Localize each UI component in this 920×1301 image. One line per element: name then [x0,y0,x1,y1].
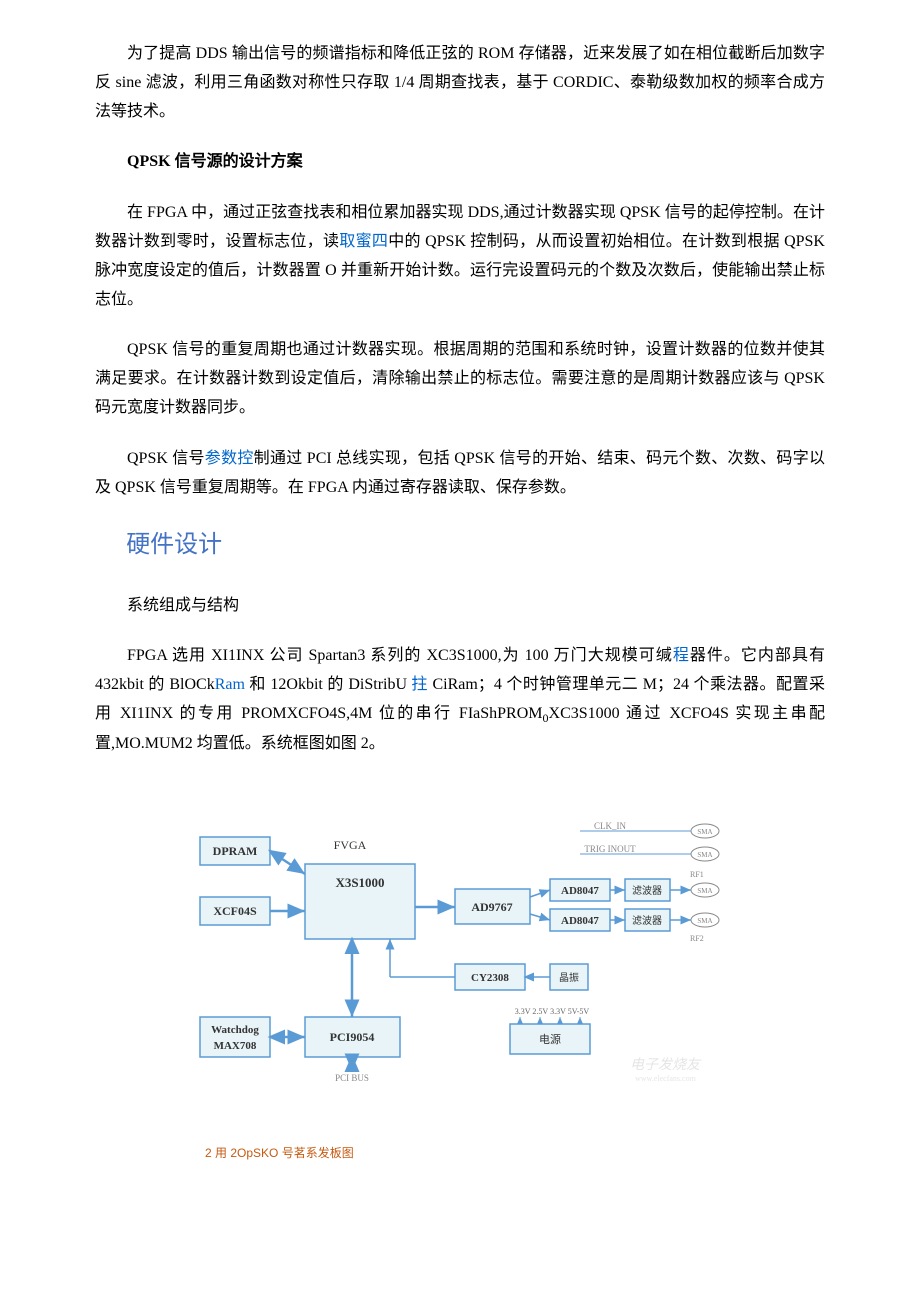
svg-text:CY2308: CY2308 [471,972,509,984]
svg-text:www.elecfans.com: www.elecfans.com [635,1074,697,1083]
paragraph-fpga-spec: FPGA 选用 XI1INX 公司 Spartan3 系列的 XC3S1000,… [95,642,825,758]
link-zhu[interactable]: 拄 [412,676,429,693]
svg-text:AD8047: AD8047 [561,885,599,897]
paragraph-qpsk-period: QPSK 信号的重复周期也通过计数器实现。根据周期的范围和系统时钟，设置计数器的… [95,336,825,422]
link-param-control[interactable]: 参数控 [205,450,254,467]
link-cheng[interactable]: 程 [673,647,690,664]
svg-text:晶振: 晶振 [559,971,579,984]
paragraph-qpsk-params: QPSK 信号参数控制通过 PCI 总线实现，包括 QPSK 信号的开始、结束、… [95,445,825,503]
svg-text:PCI9054: PCI9054 [330,1030,375,1044]
svg-text:Watchdog: Watchdog [211,1024,259,1036]
heading-hardware-design: 硬件设计 [95,524,825,567]
svg-text:AD8047: AD8047 [561,915,599,927]
paragraph-intro: 为了提高 DDS 输出信号的频谱指标和降低正弦的 ROM 存储器，近来发展了如在… [95,40,825,126]
svg-text:PCI BUS: PCI BUS [335,1073,369,1083]
heading-system-structure: 系统组成与结构 [95,592,825,621]
svg-text:SMA: SMA [697,917,712,925]
svg-text:TRIG INOUT: TRIG INOUT [584,844,636,854]
heading-qpsk-design: QPSK 信号源的设计方案 [95,148,825,177]
svg-text:3.3V 2.5V 3.3V 5V-5V: 3.3V 2.5V 3.3V 5V-5V [515,1007,590,1016]
figure-caption: 2 用 2OpSKO 号茗系发板图 [205,1143,825,1165]
svg-text:SMA: SMA [697,887,712,895]
link-quimi[interactable]: 取蜜四 [339,233,388,250]
svg-text:滤波器: 滤波器 [632,884,662,897]
text: 和 12Okbit 的 DiStribU [245,676,412,693]
svg-text:MAX708: MAX708 [214,1040,257,1052]
block-diagram-svg: DPRAM XCF04S Watchdog MAX708 FVGA X3S100… [180,819,740,1129]
svg-text:SMA: SMA [697,828,712,836]
link-ram[interactable]: Ram [215,676,245,693]
svg-text:SMA: SMA [697,851,712,859]
svg-text:DPRAM: DPRAM [213,844,258,858]
text: QPSK 信号 [127,450,205,467]
figure-system-diagram: DPRAM XCF04S Watchdog MAX708 FVGA X3S100… [95,819,825,1165]
svg-text:CLK_IN: CLK_IN [594,821,626,831]
text: FPGA 选用 XI1INX 公司 Spartan3 系列的 XC3S1000,… [127,647,673,664]
svg-text:AD9767: AD9767 [471,900,512,914]
svg-text:电子发烧友: 电子发烧友 [630,1057,702,1073]
svg-text:RF1: RF1 [690,870,704,879]
svg-text:电源: 电源 [539,1032,561,1046]
svg-text:FVGA: FVGA [334,838,367,852]
svg-text:RF2: RF2 [690,934,704,943]
svg-text:XCF04S: XCF04S [213,904,257,918]
paragraph-fpga-dds: 在 FPGA 中，通过正弦查找表和相位累加器实现 DDS,通过计数器实现 QPS… [95,199,825,314]
svg-text:滤波器: 滤波器 [632,914,662,927]
svg-text:X3S1000: X3S1000 [335,875,384,890]
